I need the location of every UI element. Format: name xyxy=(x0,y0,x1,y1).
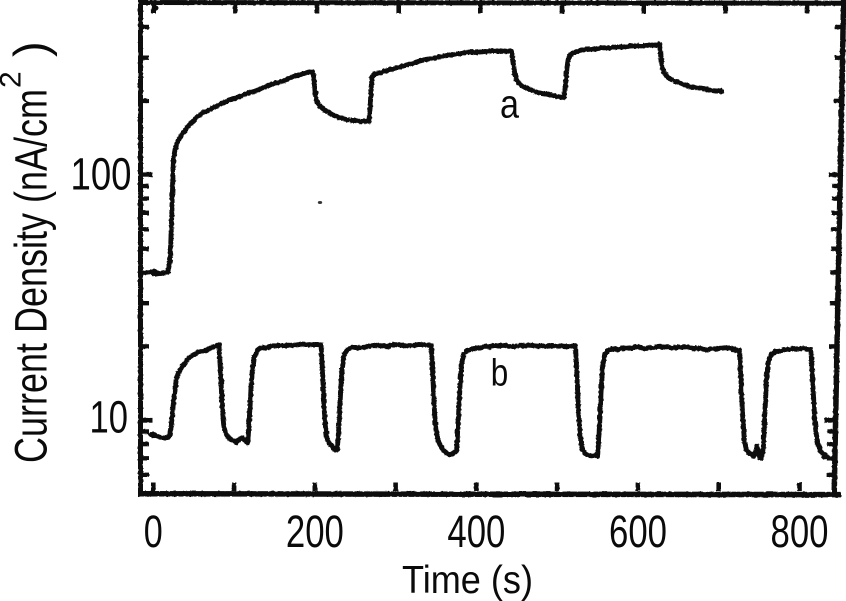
svg-text:2: 2 xyxy=(0,71,28,88)
svg-text:600: 600 xyxy=(609,506,667,557)
svg-text:0: 0 xyxy=(144,506,163,557)
svg-text:200: 200 xyxy=(286,506,344,557)
svg-text:a: a xyxy=(500,83,520,127)
svg-text:Current Density (nA/cm: Current Density (nA/cm xyxy=(6,89,57,463)
svg-text:Time (s): Time (s) xyxy=(402,559,533,601)
svg-text:b: b xyxy=(491,353,509,395)
svg-text:400: 400 xyxy=(447,506,505,557)
svg-text:800: 800 xyxy=(771,506,829,557)
svg-text:): ) xyxy=(4,41,57,57)
svg-text:10: 10 xyxy=(90,392,129,443)
svg-text:100: 100 xyxy=(71,149,132,200)
